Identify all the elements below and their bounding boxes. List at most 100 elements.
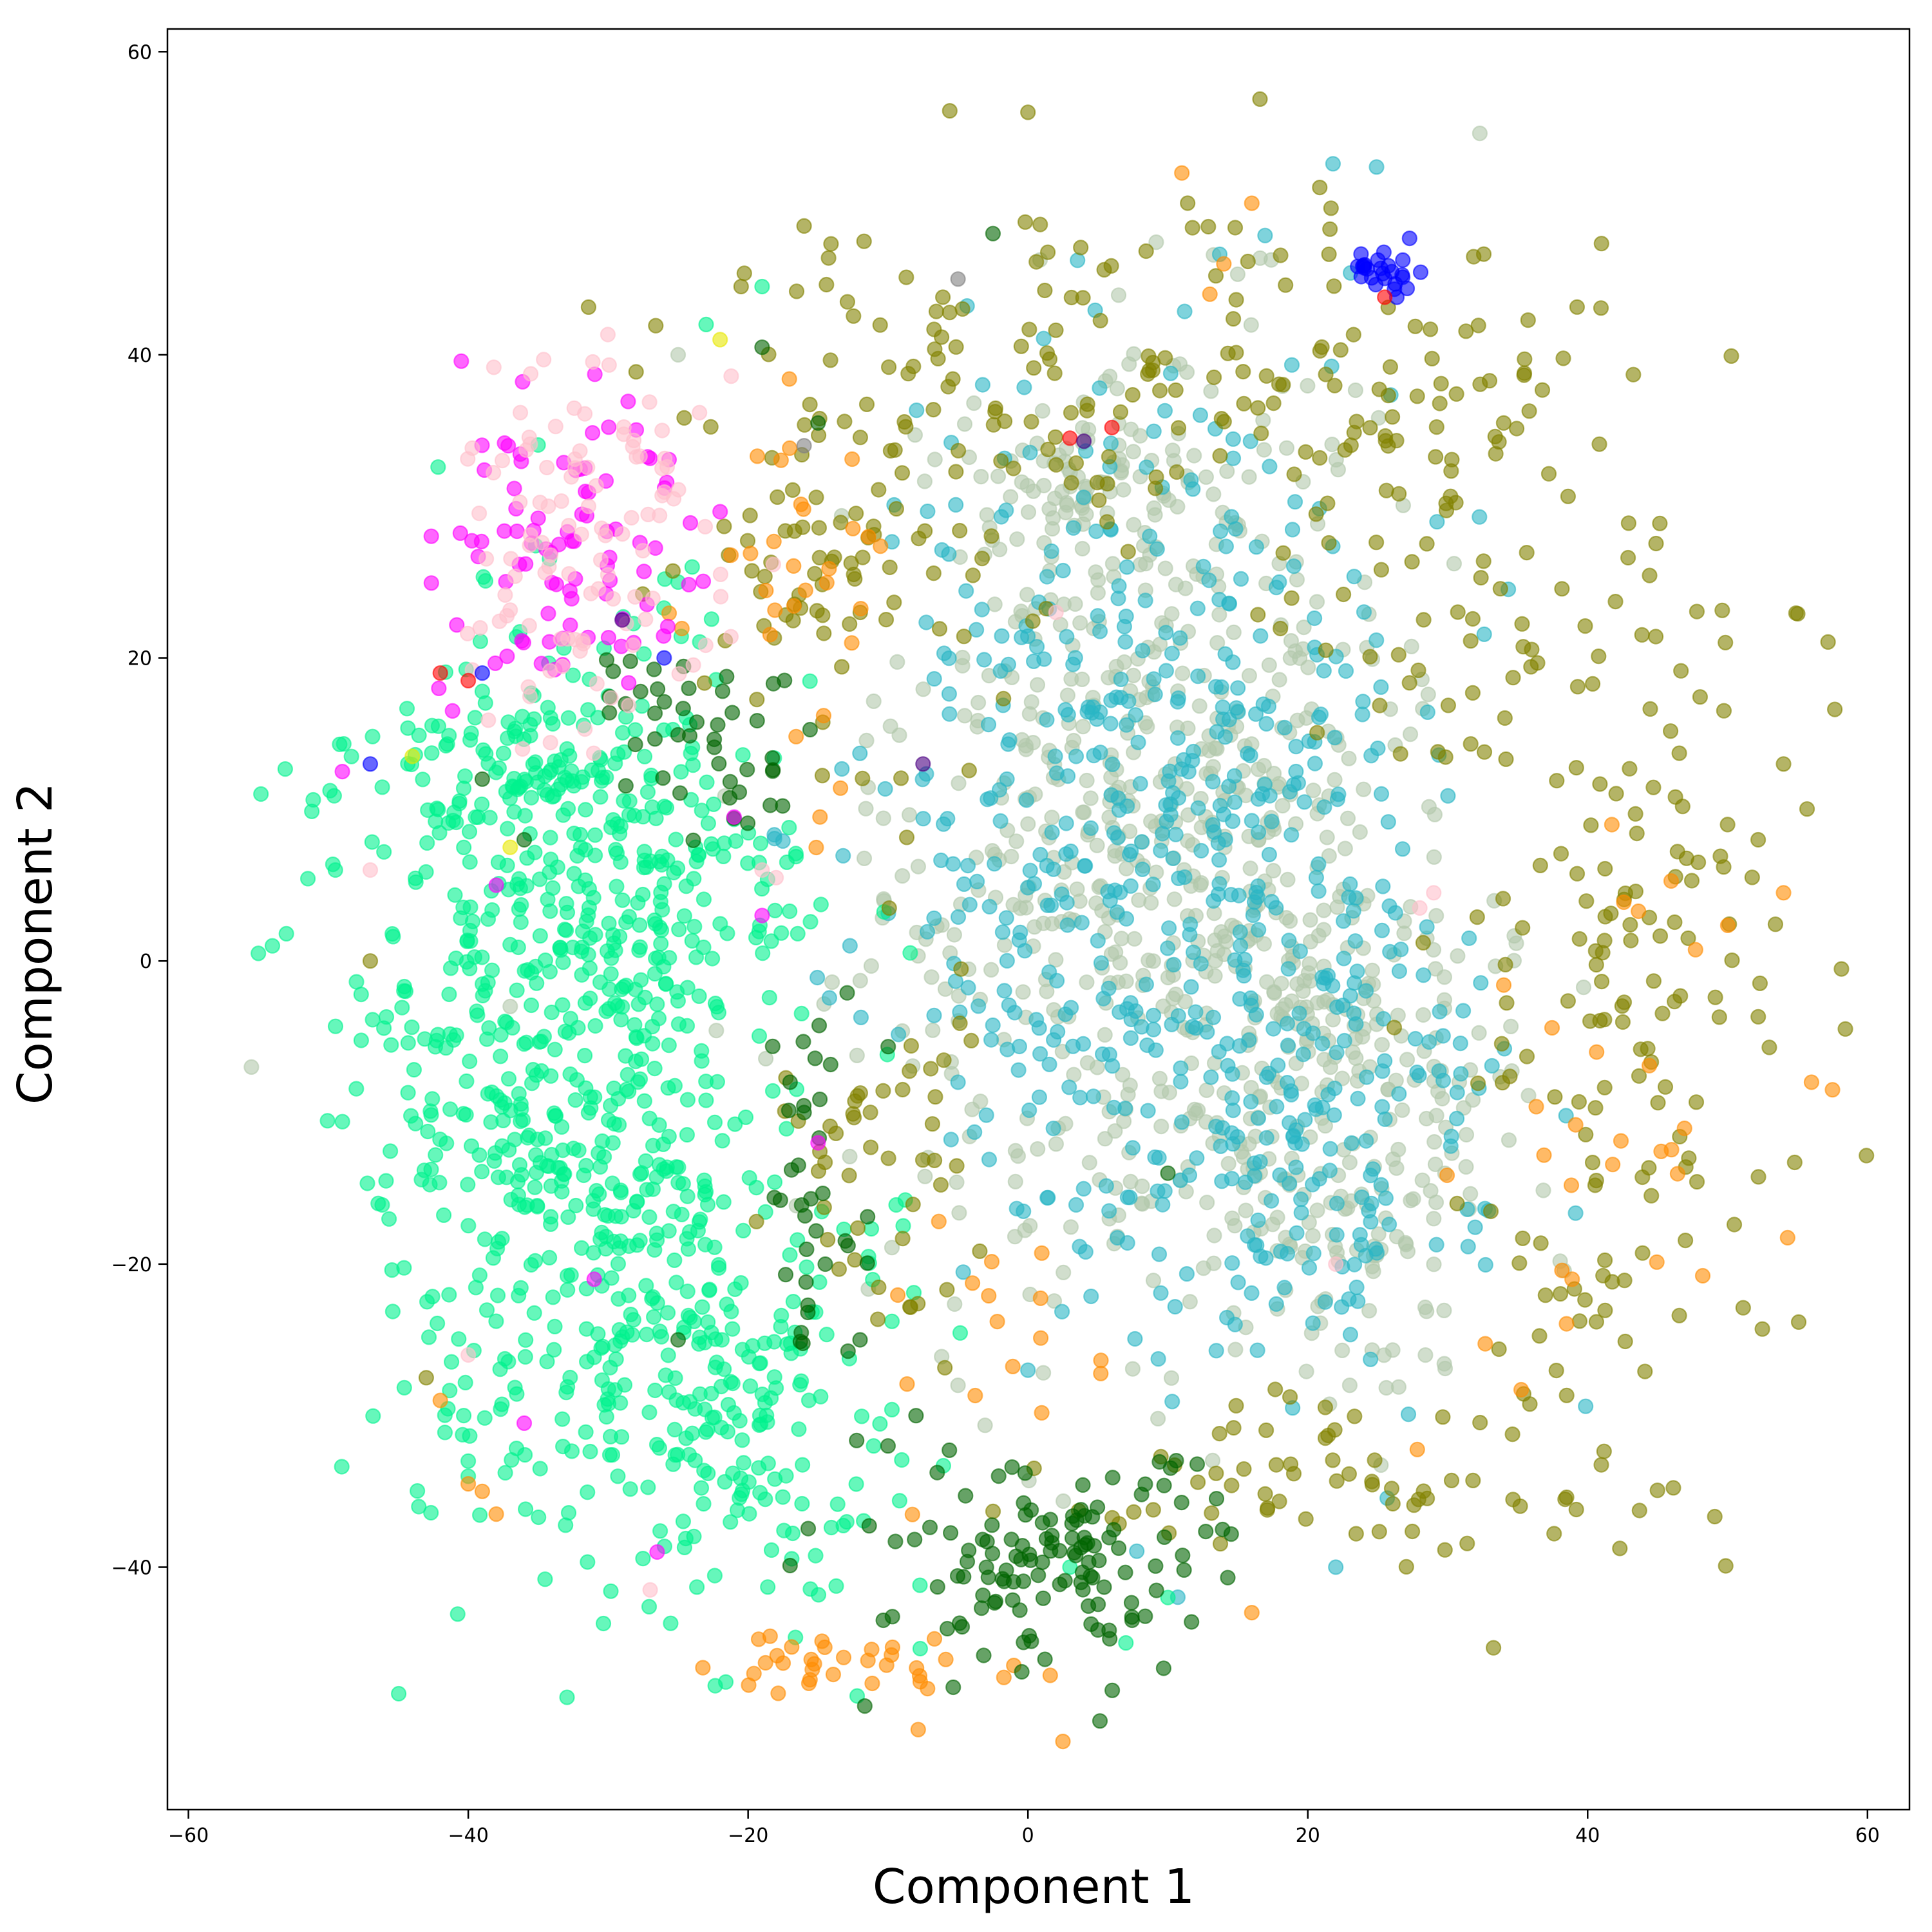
scatter-point [765, 676, 782, 692]
scatter-point [1417, 1347, 1434, 1363]
scatter-point [1165, 850, 1181, 867]
scatter-point [1005, 460, 1021, 477]
scatter-point [1010, 1062, 1027, 1078]
scatter-point [840, 1238, 856, 1254]
scatter-point [994, 924, 1011, 940]
scatter-point [641, 1209, 658, 1226]
scatter-point [726, 809, 743, 825]
scatter-point [1000, 656, 1017, 672]
scatter-point [919, 923, 936, 940]
scatter-point [667, 1447, 683, 1463]
scatter-point [1103, 715, 1119, 732]
scatter-point [697, 1236, 714, 1253]
scatter-point [1750, 1169, 1766, 1185]
scatter-point [1232, 924, 1248, 940]
scatter-point [608, 1351, 624, 1367]
scatter-point [915, 681, 931, 697]
scatter-point [1255, 696, 1271, 712]
scatter-point [365, 728, 381, 744]
scatter-point [440, 815, 457, 831]
scatter-point [842, 938, 858, 954]
scatter-point [1258, 1130, 1274, 1146]
scatter-point [1642, 1057, 1658, 1074]
scatter-point [576, 1047, 593, 1064]
scatter-point [1225, 450, 1242, 466]
scatter-point [554, 1184, 570, 1200]
scatter-point [773, 452, 789, 468]
scatter-point [1148, 469, 1164, 486]
scatter-point [998, 502, 1014, 518]
scatter-point [848, 506, 864, 522]
scatter-point [1253, 1248, 1269, 1264]
scatter-point [871, 482, 887, 498]
scatter-point [1365, 1263, 1381, 1280]
scatter-point [1232, 938, 1249, 954]
scatter-point [1124, 1140, 1141, 1156]
scatter-point [1058, 846, 1074, 862]
scatter-point [449, 617, 465, 633]
scatter-point [1616, 1273, 1633, 1289]
scatter-point [768, 869, 784, 886]
scatter-point [430, 459, 446, 475]
scatter-point [1341, 1154, 1358, 1171]
scatter-point [742, 1378, 759, 1394]
scatter-point [400, 1084, 416, 1101]
scatter-point [541, 1249, 558, 1266]
scatter-point [1139, 1037, 1155, 1054]
scatter-point [1353, 269, 1369, 285]
scatter-point [1716, 703, 1732, 719]
scatter-point [567, 1092, 583, 1108]
scatter-point [1361, 1303, 1378, 1319]
scatter-point [447, 887, 463, 903]
scatter-point [733, 278, 749, 295]
scatter-point [1676, 1120, 1692, 1137]
scatter-point [1391, 1086, 1407, 1102]
scatter-point [667, 1421, 683, 1437]
scatter-point [502, 839, 518, 855]
scatter-point [985, 1017, 1001, 1034]
scatter-point [1475, 553, 1492, 569]
scatter-point [857, 1698, 873, 1714]
scatter-point [943, 1132, 959, 1148]
scatter-point [667, 1252, 683, 1269]
scatter-point [513, 896, 529, 913]
scatter-point [937, 981, 954, 997]
scatter-point [1608, 786, 1624, 802]
scatter-point [1267, 1381, 1283, 1397]
scatter-point [808, 1223, 824, 1239]
scatter-point [1476, 626, 1492, 643]
scatter-point [917, 1168, 933, 1184]
scatter-point [989, 1314, 1005, 1330]
scatter-point [1189, 1150, 1205, 1166]
scatter-point [1026, 360, 1042, 376]
scatter-point [778, 1468, 794, 1484]
scatter-point [618, 1048, 634, 1064]
scatter-point [990, 1468, 1007, 1484]
scatter-point [1498, 751, 1514, 768]
scatter-point [839, 294, 856, 310]
scatter-point [1423, 321, 1439, 337]
scatter-point [1227, 794, 1243, 810]
scatter-point [1193, 956, 1209, 972]
scatter-point [1750, 831, 1766, 848]
scatter-point [1019, 587, 1036, 603]
scatter-point [1034, 1405, 1050, 1421]
scatter-point [1617, 1333, 1633, 1350]
scatter-point [1039, 569, 1055, 585]
scatter-point [1014, 1663, 1030, 1680]
scatter-point [626, 808, 643, 824]
scatter-point [670, 1332, 687, 1348]
scatter-point [880, 1150, 896, 1166]
scatter-point [1320, 495, 1336, 511]
scatter-point [813, 896, 829, 913]
scatter-point [1116, 654, 1133, 670]
scatter-point [1688, 1094, 1705, 1110]
scatter-point [1055, 562, 1071, 579]
scatter-point [1256, 442, 1273, 458]
scatter-point [1428, 961, 1444, 977]
scatter-point [1671, 745, 1687, 761]
scatter-point [587, 1089, 603, 1105]
scatter-point [1225, 654, 1241, 670]
scatter-point [585, 1245, 601, 1261]
scatter-point [782, 1074, 798, 1090]
